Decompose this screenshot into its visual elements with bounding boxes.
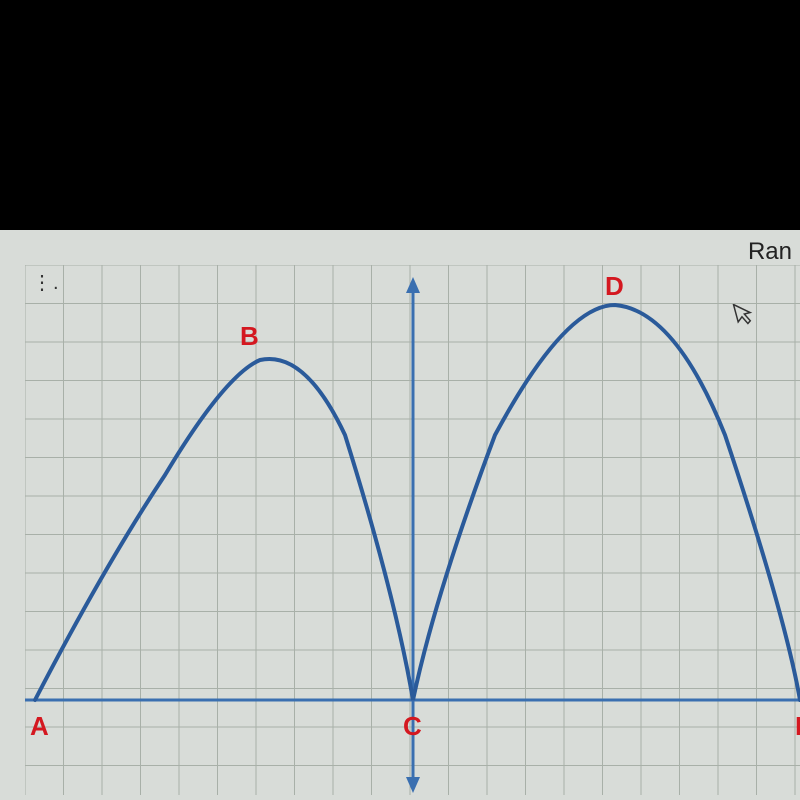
header-text: Ran [748, 238, 792, 266]
point-label-a: A [30, 711, 49, 741]
point-label-b: B [240, 321, 259, 351]
function-chart: A B C D E [25, 265, 800, 795]
function-curve [35, 305, 800, 700]
point-label-d: D [605, 271, 624, 301]
point-label-e: E [795, 711, 800, 741]
point-label-c: C [403, 711, 422, 741]
